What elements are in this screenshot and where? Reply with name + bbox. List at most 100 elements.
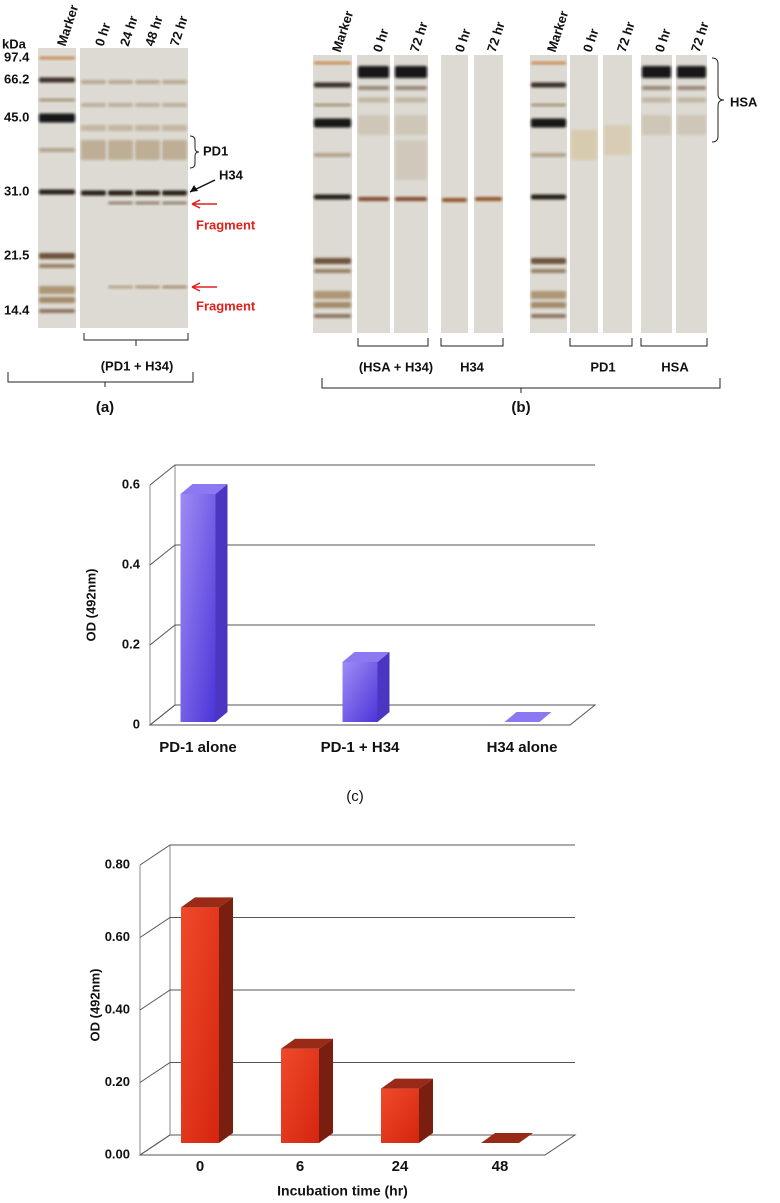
gel-lane [357, 55, 390, 333]
gel-band [135, 140, 160, 160]
gel-band [162, 140, 187, 160]
gel-band [677, 115, 706, 135]
gel-band [395, 115, 427, 135]
group-label: (HSA + H34) [359, 359, 433, 374]
bar-top [504, 712, 552, 722]
lane-label: 0 hr [652, 27, 674, 54]
gel-band [39, 189, 75, 195]
bar [381, 1088, 419, 1143]
x-tick-label: PD-1 + H34 [321, 739, 400, 756]
gel-band [571, 130, 597, 160]
gel-band [314, 118, 351, 128]
y-axis-label: OD (492nm) [83, 569, 98, 642]
grid-line [149, 544, 595, 566]
lane-label: 48 hr [142, 14, 166, 48]
bar [342, 662, 378, 722]
arrow [191, 199, 217, 209]
bracket [7, 372, 194, 387]
bracket [357, 338, 708, 347]
grid-line [149, 464, 595, 486]
gel-band [108, 125, 133, 131]
gel-band [358, 86, 389, 90]
band-label: PD1 [203, 143, 228, 158]
gel-band [81, 140, 106, 160]
x-tick-label: 48 [492, 1158, 509, 1175]
bar-side [319, 1038, 333, 1143]
bar-side [219, 897, 233, 1143]
band-label: H34 [219, 167, 244, 182]
gel-band [39, 264, 75, 268]
gel-lane [641, 55, 672, 333]
y-tick-label: 0.80 [105, 856, 130, 871]
gel-band [162, 285, 187, 289]
gel-band [39, 77, 75, 83]
gel-band [604, 125, 631, 155]
gel-band [677, 86, 706, 90]
gel-band [39, 253, 75, 259]
gel-band [108, 140, 133, 160]
gel-band [81, 190, 106, 196]
gels [38, 48, 707, 333]
gel-lane [38, 48, 76, 328]
gel-band [81, 80, 106, 84]
gel-band [39, 297, 75, 303]
gel-band [442, 198, 467, 202]
y-tick-label: 0.4 [122, 556, 141, 571]
gel-band [108, 190, 133, 196]
band-label: Fragment [196, 298, 256, 313]
gel-lane [603, 55, 632, 333]
gel-band [39, 113, 75, 123]
gel-band [39, 286, 75, 294]
gel-band [395, 66, 427, 78]
gel-band [358, 197, 389, 201]
band-label: HSA [730, 94, 758, 109]
gel-band [314, 103, 351, 107]
gel-band [531, 269, 566, 273]
lane-label: 72 hr [688, 20, 712, 54]
x-tick-label: H34 alone [487, 739, 558, 756]
lane-label: Marker [54, 3, 81, 48]
bar-top [381, 1078, 433, 1089]
gel-band [314, 61, 351, 65]
band-label: Fragment [196, 217, 256, 232]
marker-size: 14.4 [4, 302, 30, 317]
bar-top [481, 1133, 533, 1143]
gel-band [135, 285, 160, 289]
grid-line [139, 917, 575, 938]
grid-line [139, 844, 575, 866]
gel-band [642, 66, 671, 78]
group-label: HSA [661, 359, 689, 374]
gel-lane [676, 55, 707, 333]
gel-band [642, 115, 671, 135]
gel-lane [80, 48, 107, 328]
gel-band [314, 302, 351, 308]
gel-band [39, 309, 75, 313]
gel-band [475, 197, 502, 201]
gel-band [395, 140, 427, 180]
lane-label: 0 hr [370, 27, 392, 54]
x-axis-label: Incubation time (hr) [277, 1183, 408, 1199]
gel-band [135, 80, 160, 84]
gel-band [531, 291, 566, 299]
x-tick-label: 24 [392, 1158, 409, 1175]
gel-band [395, 97, 427, 103]
bar-side [377, 652, 390, 722]
gel-band [395, 197, 427, 201]
gel-lane [530, 55, 567, 333]
gel-band [314, 314, 351, 318]
arrow [191, 282, 217, 292]
group-label: PD1 [590, 359, 615, 374]
y-tick-label: 0.60 [105, 929, 130, 944]
gel-band [531, 314, 566, 318]
y-tick-label: 0.00 [105, 1146, 130, 1161]
grid-line [139, 1134, 575, 1156]
lane-label: 72 hr [167, 14, 191, 48]
lane-label: 72 hr [614, 20, 638, 54]
gel-band [314, 194, 351, 200]
gel-band [162, 125, 187, 131]
gel-band [395, 86, 427, 90]
y-tick-label: 0.2 [122, 636, 140, 651]
gel-band [39, 98, 75, 102]
gel-lane [313, 55, 352, 333]
